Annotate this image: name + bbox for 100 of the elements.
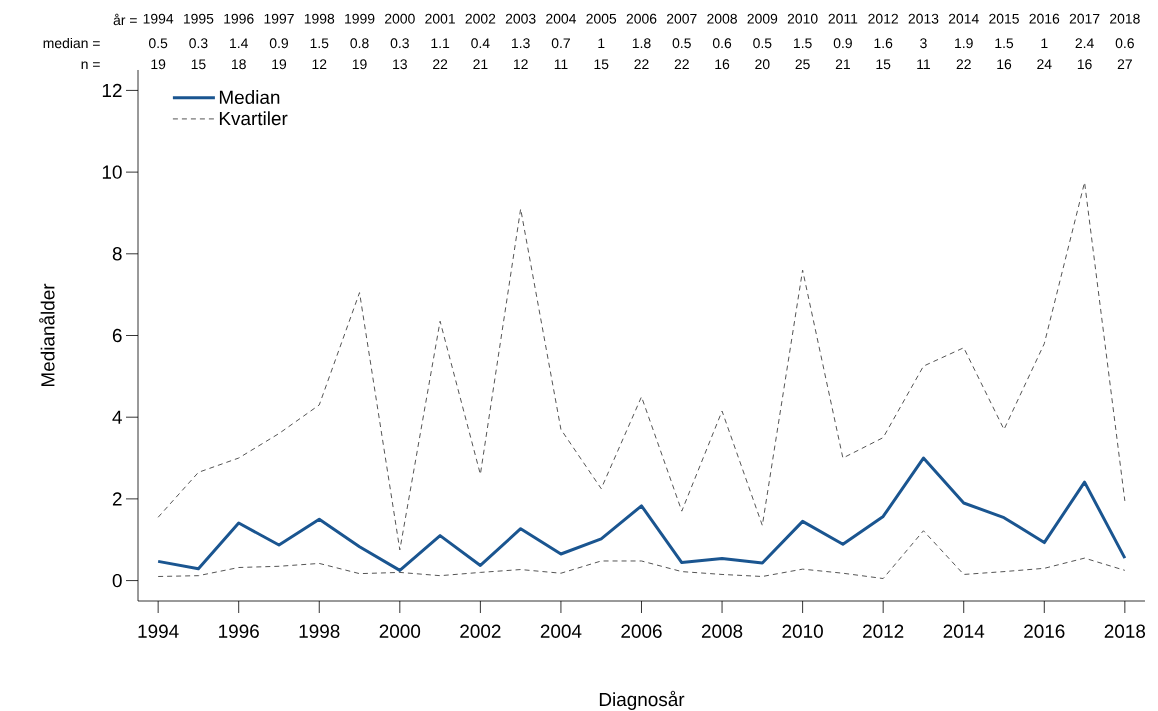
text: 12 (312, 59, 327, 69)
text: 1.5 (995, 38, 1014, 49)
text: 1.4 (230, 38, 248, 48)
x-tick-label: 2002 (460, 624, 501, 638)
x-tick-label: 2012 (863, 624, 904, 638)
x2-tick-label: 2000 (385, 13, 415, 24)
text: 2.4 (1075, 38, 1094, 48)
x-axis-title: Diagnosår (599, 690, 685, 710)
text: 16 (1077, 59, 1092, 70)
text: 1 (1041, 38, 1048, 48)
x2-tick-label: 2009 (747, 13, 778, 24)
x2-axis-title: år = (113, 13, 137, 26)
x2-tick-label: 1996 (224, 13, 254, 24)
text: 0.5 (672, 38, 691, 49)
x2-tick-label: 2010 (787, 13, 818, 24)
y-tick-label: 8 (112, 247, 122, 261)
x-tick-label: 2018 (1104, 624, 1146, 638)
text: 19 (151, 59, 166, 70)
text: 21 (835, 59, 850, 69)
x2-tick-label: 1999 (345, 13, 375, 24)
x-tick-label: 2010 (782, 624, 823, 638)
line-series (157, 530, 1126, 580)
text: 0.9 (269, 38, 289, 49)
text: 27 (1117, 59, 1132, 69)
x2-tick-label: 2014 (948, 13, 979, 24)
text: 22 (634, 59, 649, 69)
y-tick-label: 6 (112, 328, 122, 343)
y-tick-label: 4 (112, 410, 122, 424)
text: 1.8 (632, 38, 651, 49)
y-tick-label: 2 (112, 492, 122, 506)
x2-tick-label: 1998 (304, 13, 335, 24)
text: 19 (352, 59, 367, 70)
x-tick-label: 2016 (1024, 624, 1065, 638)
x2-tick-label: 2008 (707, 13, 737, 24)
text: 1 (598, 38, 605, 48)
x-tick-label: 1996 (219, 624, 259, 638)
text: 15 (876, 59, 891, 70)
text: 0.9 (833, 38, 852, 49)
text: 1.1 (431, 38, 450, 48)
x-tick-label: 2000 (379, 624, 421, 638)
text: 0.7 (551, 38, 570, 49)
text: 22 (674, 59, 689, 69)
x2-tick-label: 2001 (425, 13, 455, 24)
x2-tick-label: 1994 (143, 13, 174, 24)
x-tick-label: 2006 (621, 624, 662, 638)
text: 0.5 (148, 38, 168, 49)
x-tick-label: 1998 (299, 624, 340, 638)
text: 22 (956, 59, 971, 69)
x-tick-label: 2014 (943, 624, 985, 638)
text: 1.9 (955, 38, 973, 49)
text: 1.6 (874, 38, 893, 49)
text: 0.3 (189, 38, 208, 49)
legend-label: Kvartiler (219, 111, 288, 126)
text: 25 (795, 59, 810, 70)
text: 1.5 (310, 38, 329, 49)
x2-tick-label: 2015 (989, 13, 1019, 24)
y-tick-label: 10 (102, 165, 122, 179)
text: 16 (715, 59, 730, 70)
legend-label: Median (219, 90, 280, 105)
text: 19 (272, 59, 287, 70)
x2-tick-label: 2018 (1110, 13, 1140, 24)
text: 21 (473, 59, 488, 69)
text: 11 (554, 59, 568, 69)
x2-tick-label: 2003 (505, 13, 536, 24)
text: 15 (191, 59, 206, 70)
text: 0.6 (1115, 38, 1134, 49)
text: 13 (393, 59, 407, 70)
text: 0.6 (712, 38, 732, 49)
line-series (157, 181, 1126, 551)
x2-tick-label: 2004 (546, 13, 577, 24)
text: 0.8 (350, 38, 369, 49)
x2-tick-label: 2006 (626, 13, 657, 24)
x2-tick-label: 1997 (264, 13, 294, 24)
x-tick-label: 1994 (138, 624, 179, 638)
text: n = (81, 61, 100, 69)
y-tick-label: 12 (102, 83, 122, 98)
text: 12 (513, 59, 528, 69)
y-axis-title: Medianålder (39, 283, 55, 387)
text: 18 (232, 59, 246, 70)
text: 20 (755, 59, 770, 70)
text: 11 (917, 59, 931, 69)
text: median = (43, 37, 100, 49)
text: 24 (1037, 59, 1052, 69)
text: 22 (433, 59, 448, 69)
x2-tick-label: 2017 (1069, 13, 1100, 24)
x2-tick-label: 2002 (465, 13, 496, 24)
x2-tick-label: 2011 (828, 13, 858, 24)
text: 16 (997, 59, 1012, 70)
x2-tick-label: 2016 (1029, 13, 1060, 24)
x2-tick-label: 1995 (183, 13, 214, 24)
text: 0.5 (753, 38, 772, 49)
x2-tick-label: 2007 (666, 13, 697, 24)
x-tick-label: 2008 (701, 624, 743, 638)
text: 0.3 (390, 38, 409, 49)
text: 1.5 (793, 38, 812, 49)
x2-tick-label: 2012 (868, 13, 898, 24)
x-tick-label: 2004 (540, 624, 582, 638)
text: 0.4 (471, 38, 490, 49)
x2-tick-label: 2013 (908, 13, 939, 24)
text: 1.3 (512, 38, 530, 49)
